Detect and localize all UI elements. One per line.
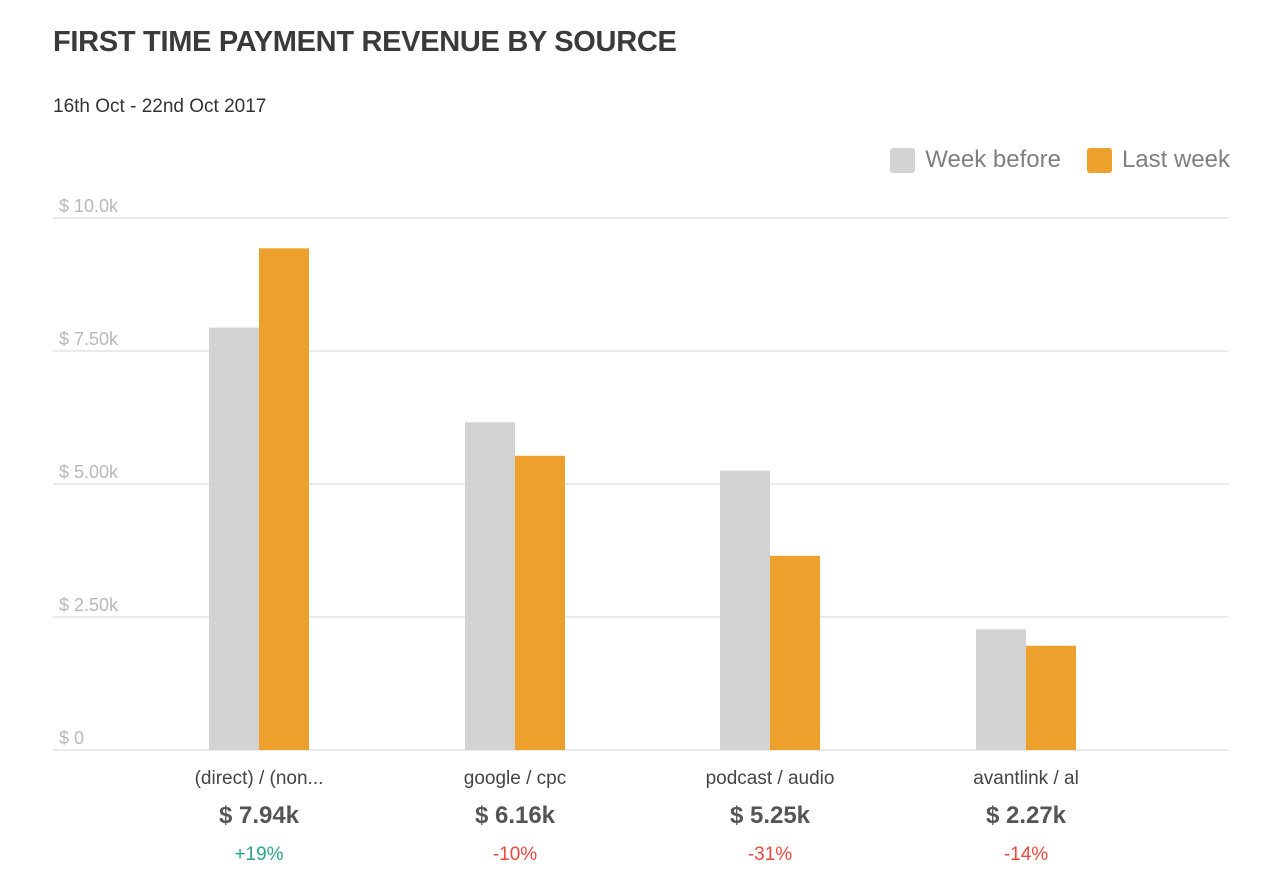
chart-title: FIRST TIME PAYMENT REVENUE BY SOURCE [53, 26, 677, 58]
bar-week-before[interactable] [465, 422, 515, 750]
legend-item-last-week[interactable]: Last week [1086, 146, 1230, 174]
y-tick-label: $ 10.0k [59, 196, 119, 216]
category-total-value: $ 6.16k [475, 802, 556, 829]
chart-legend: Week before Last week [864, 146, 1230, 174]
legend-label-last-week: Last week [1121, 146, 1230, 173]
category-total-value: $ 5.25k [730, 802, 811, 829]
category-change-percent: -10% [493, 844, 537, 865]
bar-week-before[interactable] [976, 629, 1026, 750]
legend-label-week-before: Week before [925, 146, 1061, 173]
category-total-value: $ 7.94k [219, 802, 300, 829]
date-range: 16th Oct - 22nd Oct 2017 [53, 96, 267, 117]
bar-week-before[interactable] [209, 327, 259, 750]
y-tick-label: $ 7.50k [59, 329, 119, 349]
x-category-label: avantlink / al [973, 768, 1079, 789]
legend-swatch-week-before [890, 147, 916, 173]
legend-item-week-before[interactable]: Week before [890, 146, 1061, 174]
x-category-label: google / cpc [464, 768, 566, 789]
y-tick-label: $ 0 [59, 728, 84, 748]
bar-last-week[interactable] [1026, 645, 1076, 750]
bar-last-week[interactable] [515, 455, 565, 750]
x-category-label: (direct) / (non... [195, 768, 324, 789]
bar-week-before[interactable] [720, 470, 770, 750]
category-change-percent: +19% [234, 844, 283, 865]
bar-last-week[interactable] [259, 248, 309, 750]
bar-last-week[interactable] [770, 555, 820, 750]
legend-swatch-last-week [1086, 147, 1112, 173]
y-tick-label: $ 2.50k [59, 595, 119, 615]
category-change-percent: -31% [748, 844, 792, 865]
x-category-label: podcast / audio [706, 768, 835, 789]
y-tick-label: $ 5.00k [59, 462, 119, 482]
category-total-value: $ 2.27k [986, 802, 1067, 829]
category-change-percent: -14% [1004, 844, 1048, 865]
